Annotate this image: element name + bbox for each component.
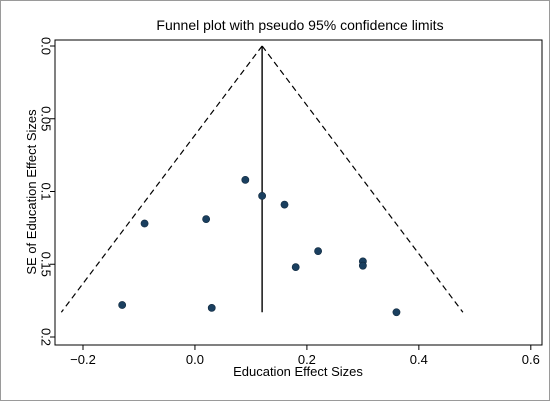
- study-point: [392, 308, 401, 317]
- upper-confidence-limit-line: [261, 45, 464, 313]
- study-point: [202, 215, 211, 224]
- x-axis-label: Education Effect Sizes: [233, 364, 363, 379]
- x-axis: −0.2 0.0 0.2 0.4 0.6: [70, 345, 540, 367]
- x-tick-label: 0.2: [298, 352, 316, 367]
- x-tick-label: 0.6: [522, 352, 540, 367]
- y-tick-label: 0.0: [38, 37, 53, 55]
- study-point: [258, 191, 267, 200]
- study-point: [241, 175, 250, 184]
- confidence-limit-lines: [60, 45, 464, 313]
- study-point: [118, 301, 127, 309]
- y-tick-label: 0.15: [38, 252, 53, 277]
- study-points: [118, 175, 401, 317]
- x-tick-label: 0.0: [186, 352, 204, 367]
- y-axis: 0.0 0.05 0.1 0.15 0.2: [38, 37, 55, 346]
- y-tick-label: 0.2: [38, 328, 53, 346]
- y-tick-label: 0.05: [38, 106, 53, 131]
- chart-title: Funnel plot with pseudo 95% confidence l…: [156, 17, 443, 33]
- study-point: [140, 219, 149, 228]
- study-point: [358, 261, 367, 270]
- x-tick-label: 0.4: [410, 352, 428, 367]
- plot-area: [54, 39, 543, 346]
- study-point: [207, 303, 216, 312]
- study-point: [280, 200, 289, 209]
- lower-confidence-limit-line: [60, 45, 263, 313]
- study-point: [291, 263, 300, 272]
- y-tick-label: 0.1: [38, 182, 53, 200]
- y-axis-label: SE of Education Effect Sizes: [24, 109, 39, 275]
- x-tick-label: −0.2: [70, 352, 96, 367]
- study-point: [314, 247, 322, 256]
